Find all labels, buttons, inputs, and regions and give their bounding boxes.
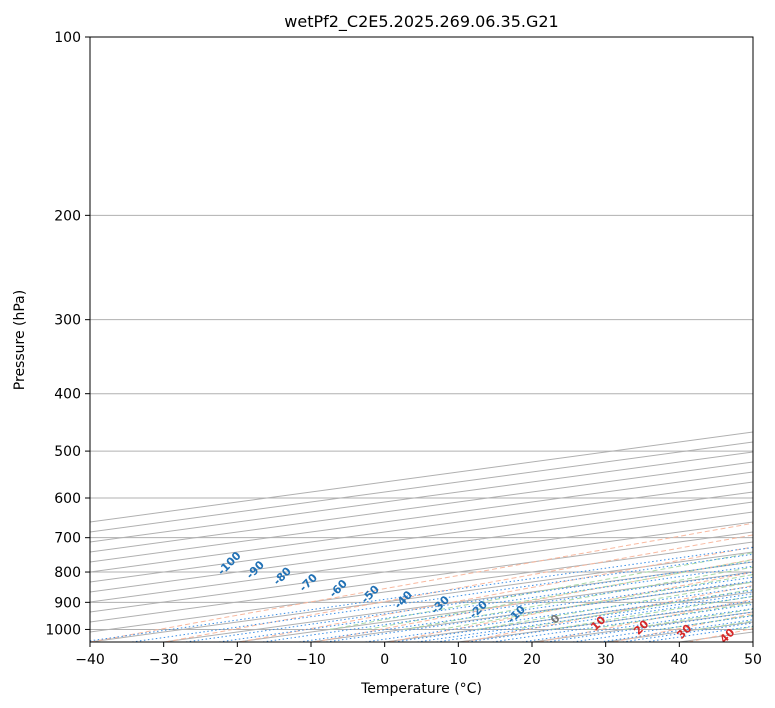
y-tick-label: 100 (54, 30, 81, 46)
chart-title: wetPf2_C2E5.2025.269.06.35.G21 (284, 12, 558, 32)
x-tick-label: −30 (149, 652, 179, 668)
isotherm-line (90, 451, 753, 543)
x-tick-label: 10 (449, 652, 467, 668)
moist-adiabat-line (403, 566, 753, 630)
mixing-ratio-line (467, 600, 753, 642)
y-tick-label: 800 (54, 565, 81, 581)
mixing-ratio-line (131, 553, 753, 642)
y-tick-label: 600 (54, 491, 81, 507)
x-axis-label: Temperature (°C) (360, 681, 482, 697)
mixing-ratio-line (522, 608, 753, 642)
mixing-ratio-line (436, 596, 753, 642)
moist-adiabat-line (477, 581, 753, 630)
isotherm-line (90, 511, 753, 603)
y-tick-label: 500 (54, 444, 81, 460)
plot-frame (89, 36, 754, 643)
mixing-ratio-line (90, 546, 753, 642)
y-tick-label: 700 (54, 531, 81, 547)
dry-adiabat-line (314, 558, 753, 642)
x-tick-label: 0 (380, 652, 389, 668)
mixing-ratio-line (417, 593, 753, 642)
x-tick-label: 50 (744, 652, 762, 668)
dry-adiabat-line (90, 522, 753, 642)
isotherm-line (90, 461, 753, 553)
x-tick-label: 20 (523, 652, 541, 668)
y-tick-label: 400 (54, 387, 81, 403)
y-tick-label: 200 (54, 208, 81, 224)
isotherm-line (90, 521, 753, 613)
y-axis-label: Pressure (hPa) (12, 290, 28, 390)
isotherm-line (90, 481, 753, 573)
isotherm-line (90, 531, 753, 623)
y-tick-label: 300 (54, 313, 81, 329)
dry-adiabat-line (239, 546, 753, 642)
dry-adiabat-line (464, 585, 753, 642)
background-lines (90, 37, 753, 642)
x-tick-label: −20 (223, 652, 253, 668)
isotherm-line (90, 471, 753, 563)
x-tick-label: −40 (75, 652, 105, 668)
y-tick-label: 1000 (45, 622, 81, 638)
x-tick-label: 40 (670, 652, 688, 668)
mixing-ratio-line (492, 603, 753, 642)
isotherm-line (90, 491, 753, 583)
moist-adiabat-line (366, 559, 753, 630)
x-tick-label: 30 (597, 652, 615, 668)
mixing-ratio-line (185, 561, 753, 642)
x-tick-label: −10 (296, 652, 326, 668)
axes: −40 −30 −20 −10 0 10 20 30 40 50 100 200 300 400 500 60… (45, 30, 762, 668)
y-tick-label: 900 (54, 595, 81, 611)
isotherm-line (90, 501, 753, 593)
